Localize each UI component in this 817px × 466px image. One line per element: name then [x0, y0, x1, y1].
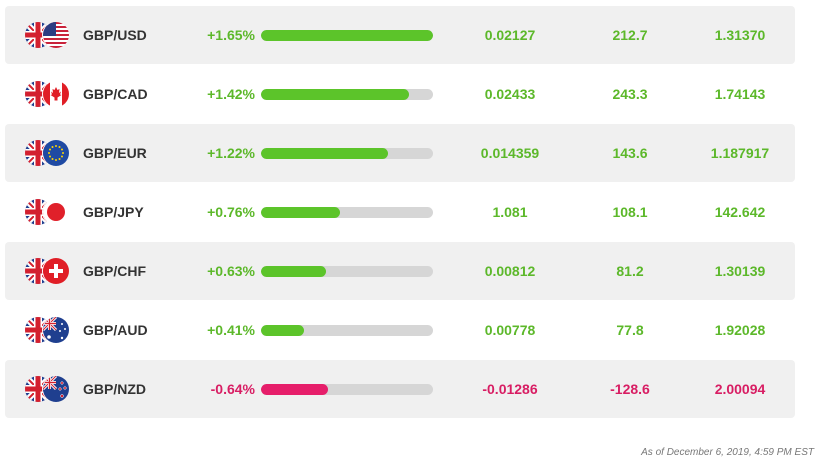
pips-change: 77.8 [616, 322, 644, 338]
rate-value: 1.74143 [714, 86, 766, 102]
table-row[interactable]: GBP/JPY +0.76% 1.081 108.1 142.642 [5, 183, 795, 241]
ch-flag-icon [43, 258, 69, 284]
change-percent: -0.64% [210, 381, 255, 397]
pair-label[interactable]: GBP/AUD [83, 322, 148, 338]
change-percent: +1.65% [207, 27, 255, 43]
change-bar [261, 30, 433, 41]
change-bar [261, 148, 433, 159]
pips-change: 243.3 [612, 86, 648, 102]
change-percent: +0.41% [207, 322, 255, 338]
change-bar-fill [261, 30, 433, 41]
table-row[interactable]: GBP/USD +1.65% 0.02127 212.7 1.31370 [5, 6, 795, 64]
change-bar-fill [261, 384, 329, 395]
rate-value: 1.187917 [710, 145, 770, 161]
pair-label[interactable]: GBP/EUR [83, 145, 147, 161]
change-percent: +1.42% [207, 86, 255, 102]
us-flag-icon [43, 22, 69, 48]
change-bar-fill [261, 148, 389, 159]
pips-change: -128.6 [610, 381, 650, 397]
absolute-change: 0.00812 [484, 263, 536, 279]
rate-value: 1.92028 [714, 322, 766, 338]
change-percent: +0.63% [207, 263, 255, 279]
absolute-change: 0.02127 [484, 27, 536, 43]
pair-label[interactable]: GBP/NZD [83, 381, 146, 397]
currency-flags [25, 81, 73, 107]
rate-value: 2.00094 [714, 381, 766, 397]
change-bar-fill [261, 325, 304, 336]
table-row[interactable]: GBP/AUD +0.41% 0.00778 77.8 1.92028 [5, 301, 795, 359]
rate-value: 142.642 [714, 204, 766, 220]
absolute-change: -0.01286 [482, 381, 538, 397]
jp-flag-icon [43, 199, 69, 225]
change-bar-fill [261, 207, 341, 218]
pips-change: 108.1 [612, 204, 648, 220]
pair-label[interactable]: GBP/CAD [83, 86, 148, 102]
change-bar [261, 207, 433, 218]
change-bar [261, 89, 433, 100]
currency-flags [25, 22, 73, 48]
table-row[interactable]: GBP/EUR +1.22% 0.014359 143.6 1.187917 [5, 124, 795, 182]
nz-flag-icon [43, 376, 69, 402]
ca-flag-icon [43, 81, 69, 107]
au-flag-icon [43, 317, 69, 343]
currency-flags [25, 199, 73, 225]
absolute-change: 1.081 [492, 204, 528, 220]
table-row[interactable]: GBP/CAD +1.42% 0.02433 243.3 1.74143 [5, 65, 795, 123]
currency-flags [25, 317, 73, 343]
currency-table: GBP/USD +1.65% 0.02127 212.7 1.31370 GBP/CAD +… [5, 6, 795, 419]
rate-value: 1.31370 [714, 27, 766, 43]
rate-value: 1.30139 [714, 263, 766, 279]
absolute-change: 0.014359 [480, 145, 540, 161]
change-bar [261, 266, 433, 277]
pips-change: 212.7 [612, 27, 648, 43]
table-row[interactable]: GBP/NZD -0.64% -0.01286 -128.6 2.00094 [5, 360, 795, 418]
timestamp-note: As of December 6, 2019, 4:59 PM EST [641, 447, 814, 458]
currency-flags [25, 376, 73, 402]
currency-flags [25, 258, 73, 284]
change-bar-fill [261, 89, 409, 100]
table-row[interactable]: GBP/CHF +0.63% 0.00812 81.2 1.30139 [5, 242, 795, 300]
change-bar [261, 325, 433, 336]
change-percent: +0.76% [207, 204, 255, 220]
eu-flag-icon [43, 140, 69, 166]
absolute-change: 0.02433 [484, 86, 536, 102]
change-bar-fill [261, 266, 327, 277]
pair-label[interactable]: GBP/CHF [83, 263, 146, 279]
pair-label[interactable]: GBP/USD [83, 27, 147, 43]
pips-change: 143.6 [612, 145, 648, 161]
pair-label[interactable]: GBP/JPY [83, 204, 144, 220]
absolute-change: 0.00778 [484, 322, 536, 338]
change-bar [261, 384, 433, 395]
currency-flags [25, 140, 73, 166]
change-percent: +1.22% [207, 145, 255, 161]
pips-change: 81.2 [616, 263, 644, 279]
